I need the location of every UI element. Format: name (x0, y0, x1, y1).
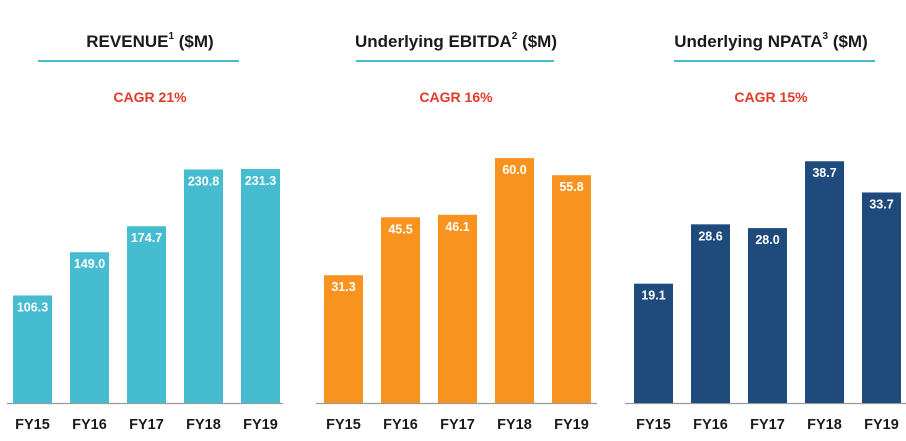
npata-tick-label-fy19: FY19 (864, 417, 899, 433)
revenue-tick-label-fy16: FY16 (72, 417, 107, 433)
npata-tick-label-fy17: FY17 (750, 417, 785, 433)
revenue-value-label-fy19: 231.3 (245, 174, 276, 188)
npata-title-underline (674, 60, 875, 62)
npata-value-label-fy16: 28.6 (698, 229, 722, 243)
ebitda-bar-fy17 (438, 214, 477, 403)
ebitda-panel: Underlying EBITDA2 ($M) CAGR 16% (306, 0, 606, 441)
npata-title-unit: ($M) (832, 32, 868, 51)
revenue-tick-label-fy19: FY19 (243, 417, 278, 433)
npata-bar-fy19 (862, 192, 901, 403)
npata-value-label-fy15: 19.1 (641, 289, 665, 303)
revenue-tick-label-fy17: FY17 (129, 417, 164, 433)
npata-bar-fy18 (805, 161, 844, 403)
revenue-title: REVENUE1 ($M) (0, 31, 300, 52)
revenue-bar-fy19 (241, 168, 280, 403)
ebitda-value-label-fy17: 46.1 (445, 220, 469, 234)
ebitda-value-label-fy15: 31.3 (331, 280, 355, 294)
revenue-cagr: CAGR 21% (113, 89, 187, 105)
ebitda-value-label-fy16: 45.5 (388, 222, 412, 236)
ebitda-cagr: CAGR 16% (419, 89, 493, 105)
ebitda-value-label-fy18: 60.0 (502, 163, 526, 177)
npata-value-label-fy17: 28.0 (755, 233, 779, 247)
revenue-bar-fy17 (127, 226, 166, 403)
revenue-title-underline (38, 60, 239, 62)
npata-title: Underlying NPATA3 ($M) (621, 31, 906, 52)
npata-bar-fy15 (634, 283, 673, 403)
revenue-value-label-fy15: 106.3 (17, 300, 48, 314)
ebitda-title: Underlying EBITDA2 ($M) (306, 31, 606, 52)
revenue-bar-fy15 (13, 295, 52, 403)
revenue-title-unit: ($M) (178, 32, 214, 51)
npata-bar-fy17 (748, 228, 787, 403)
ebitda-bar-fy19 (552, 175, 591, 403)
revenue-bar-fy16 (70, 252, 109, 403)
npata-cagr: CAGR 15% (734, 89, 808, 105)
npata-value-label-fy18: 38.7 (812, 166, 836, 180)
ebitda-tick-label-fy15: FY15 (326, 417, 361, 433)
npata-bar-fy16 (691, 224, 730, 403)
npata-tick-label-fy15: FY15 (636, 417, 671, 433)
ebitda-title-unit: ($M) (522, 32, 558, 51)
revenue-panel: REVENUE1 ($M) CAGR 21% (0, 0, 300, 441)
revenue-tick-label-fy15: FY15 (15, 417, 50, 433)
ebitda-tick-label-fy19: FY19 (554, 417, 589, 433)
npata-value-label-fy19: 33.7 (869, 197, 893, 211)
revenue-value-label-fy16: 149.0 (74, 257, 105, 271)
npata-panel: Underlying NPATA3 ($M) CAGR 15% (621, 0, 906, 441)
ebitda-bar-fy18 (495, 158, 534, 403)
npata-tick-label-fy18: FY18 (807, 417, 842, 433)
ebitda-value-label-fy19: 55.8 (559, 180, 583, 194)
revenue-bar-fy18 (184, 169, 223, 403)
revenue-value-label-fy18: 230.8 (188, 174, 219, 188)
ebitda-title-text: Underlying EBITDA (354, 32, 512, 51)
revenue-title-text: REVENUE (86, 32, 169, 51)
revenue-tick-label-fy18: FY18 (186, 417, 221, 433)
ebitda-tick-label-fy16: FY16 (383, 417, 418, 433)
npata-title-footnote: 3 (822, 31, 829, 42)
ebitda-title-underline (356, 60, 554, 62)
revenue-title-footnote: 1 (168, 31, 175, 42)
ebitda-tick-label-fy18: FY18 (497, 417, 532, 433)
ebitda-tick-label-fy17: FY17 (440, 417, 475, 433)
npata-tick-label-fy16: FY16 (693, 417, 728, 433)
ebitda-title-footnote: 2 (511, 31, 518, 42)
npata-title-text: Underlying NPATA (674, 32, 823, 51)
ebitda-bar-fy16 (381, 217, 420, 403)
revenue-value-label-fy17: 174.7 (131, 231, 162, 245)
ebitda-bar-fy15 (324, 275, 363, 403)
